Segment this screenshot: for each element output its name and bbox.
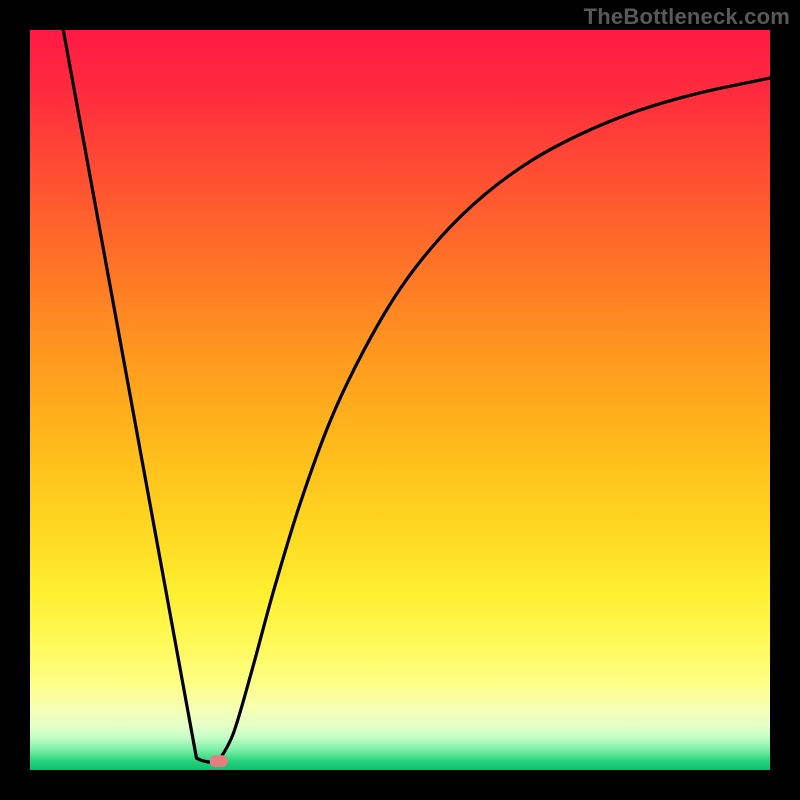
chart-svg xyxy=(0,0,800,800)
plot-background-gradient xyxy=(30,30,770,770)
optimal-point-marker xyxy=(210,755,228,767)
bottleneck-chart: TheBottleneck.com xyxy=(0,0,800,800)
watermark-text: TheBottleneck.com xyxy=(584,4,790,30)
